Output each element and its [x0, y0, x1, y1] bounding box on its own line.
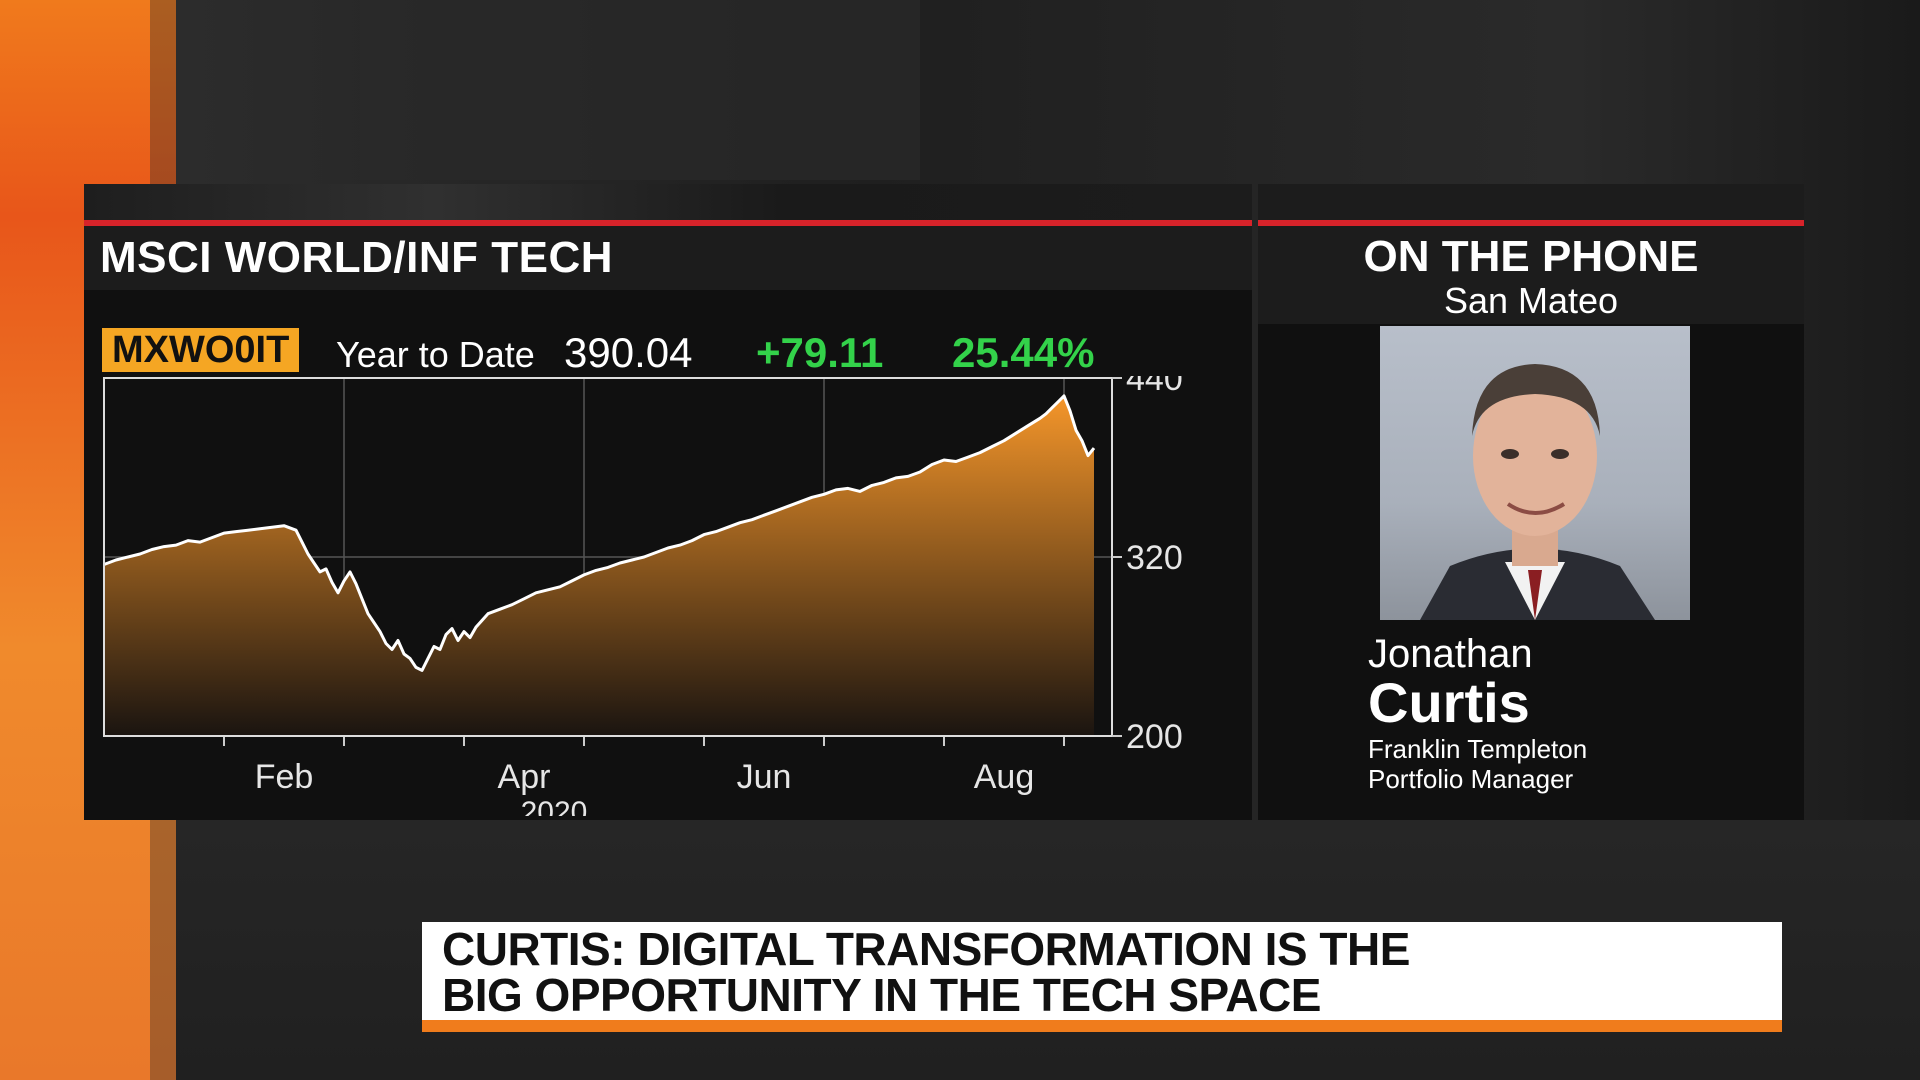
chart-panel-red-divider — [84, 220, 1252, 226]
net-change: +79.11 — [756, 329, 884, 376]
guest-panel-header — [1258, 226, 1804, 324]
guest-panel-topbar — [1258, 184, 1804, 220]
guest-panel-title: ON THE PHONE — [1363, 232, 1699, 281]
ticker-badge: MXWO0IT — [102, 328, 300, 372]
guest-last-name: Curtis — [1368, 671, 1530, 734]
x-tick-label-feb: Feb — [255, 758, 314, 796]
headline-orange-rule — [422, 1020, 1782, 1032]
background-panel — [360, 0, 920, 180]
guest-first-name: Jonathan — [1368, 632, 1533, 676]
guest-photo — [1380, 326, 1690, 620]
x-tick-label-apr: Apr — [498, 758, 551, 796]
chart-title: MSCI WORLD/INF TECH — [100, 233, 614, 282]
chart-panel-topbar — [84, 184, 1252, 220]
area-chart: 440 320 200 Feb Apr Jun Aug 2020 — [103, 376, 1183, 816]
price-area — [104, 395, 1094, 736]
headline-bar — [422, 922, 1782, 1020]
y-tick-label-1: 320 — [1126, 539, 1183, 577]
y-tick-label-2: 200 — [1126, 718, 1183, 756]
headline-text: CURTIS: DIGITAL TRANSFORMATION IS THE BI… — [442, 926, 1762, 1018]
x-tick-label-aug: Aug — [974, 758, 1035, 796]
price-line — [103, 394, 1096, 672]
x-axis-labels: Feb Apr Jun Aug — [255, 758, 1035, 796]
headline-line-2: BIG OPPORTUNITY IN THE TECH SPACE — [442, 969, 1321, 1021]
x-axis-year-label: 2020 — [521, 796, 588, 816]
last-price: 390.04 — [564, 329, 693, 376]
guest-role: Portfolio Manager — [1368, 764, 1574, 794]
percent-change: 25.44% — [952, 329, 1095, 376]
guest-panel-red-divider — [1258, 220, 1804, 226]
y-tick-label-0: 440 — [1126, 376, 1183, 398]
guest-location: San Mateo — [1443, 280, 1619, 321]
guest-organization: Franklin Templeton — [1368, 734, 1588, 764]
headline-line-1: CURTIS: DIGITAL TRANSFORMATION IS THE — [442, 923, 1410, 975]
chart-panel-header — [84, 226, 1252, 290]
portrait-illustration — [1420, 364, 1655, 620]
x-tick-label-jun: Jun — [737, 758, 792, 796]
y-axis-labels: 440 320 200 — [1112, 376, 1183, 756]
period-label: Year to Date — [336, 334, 535, 375]
